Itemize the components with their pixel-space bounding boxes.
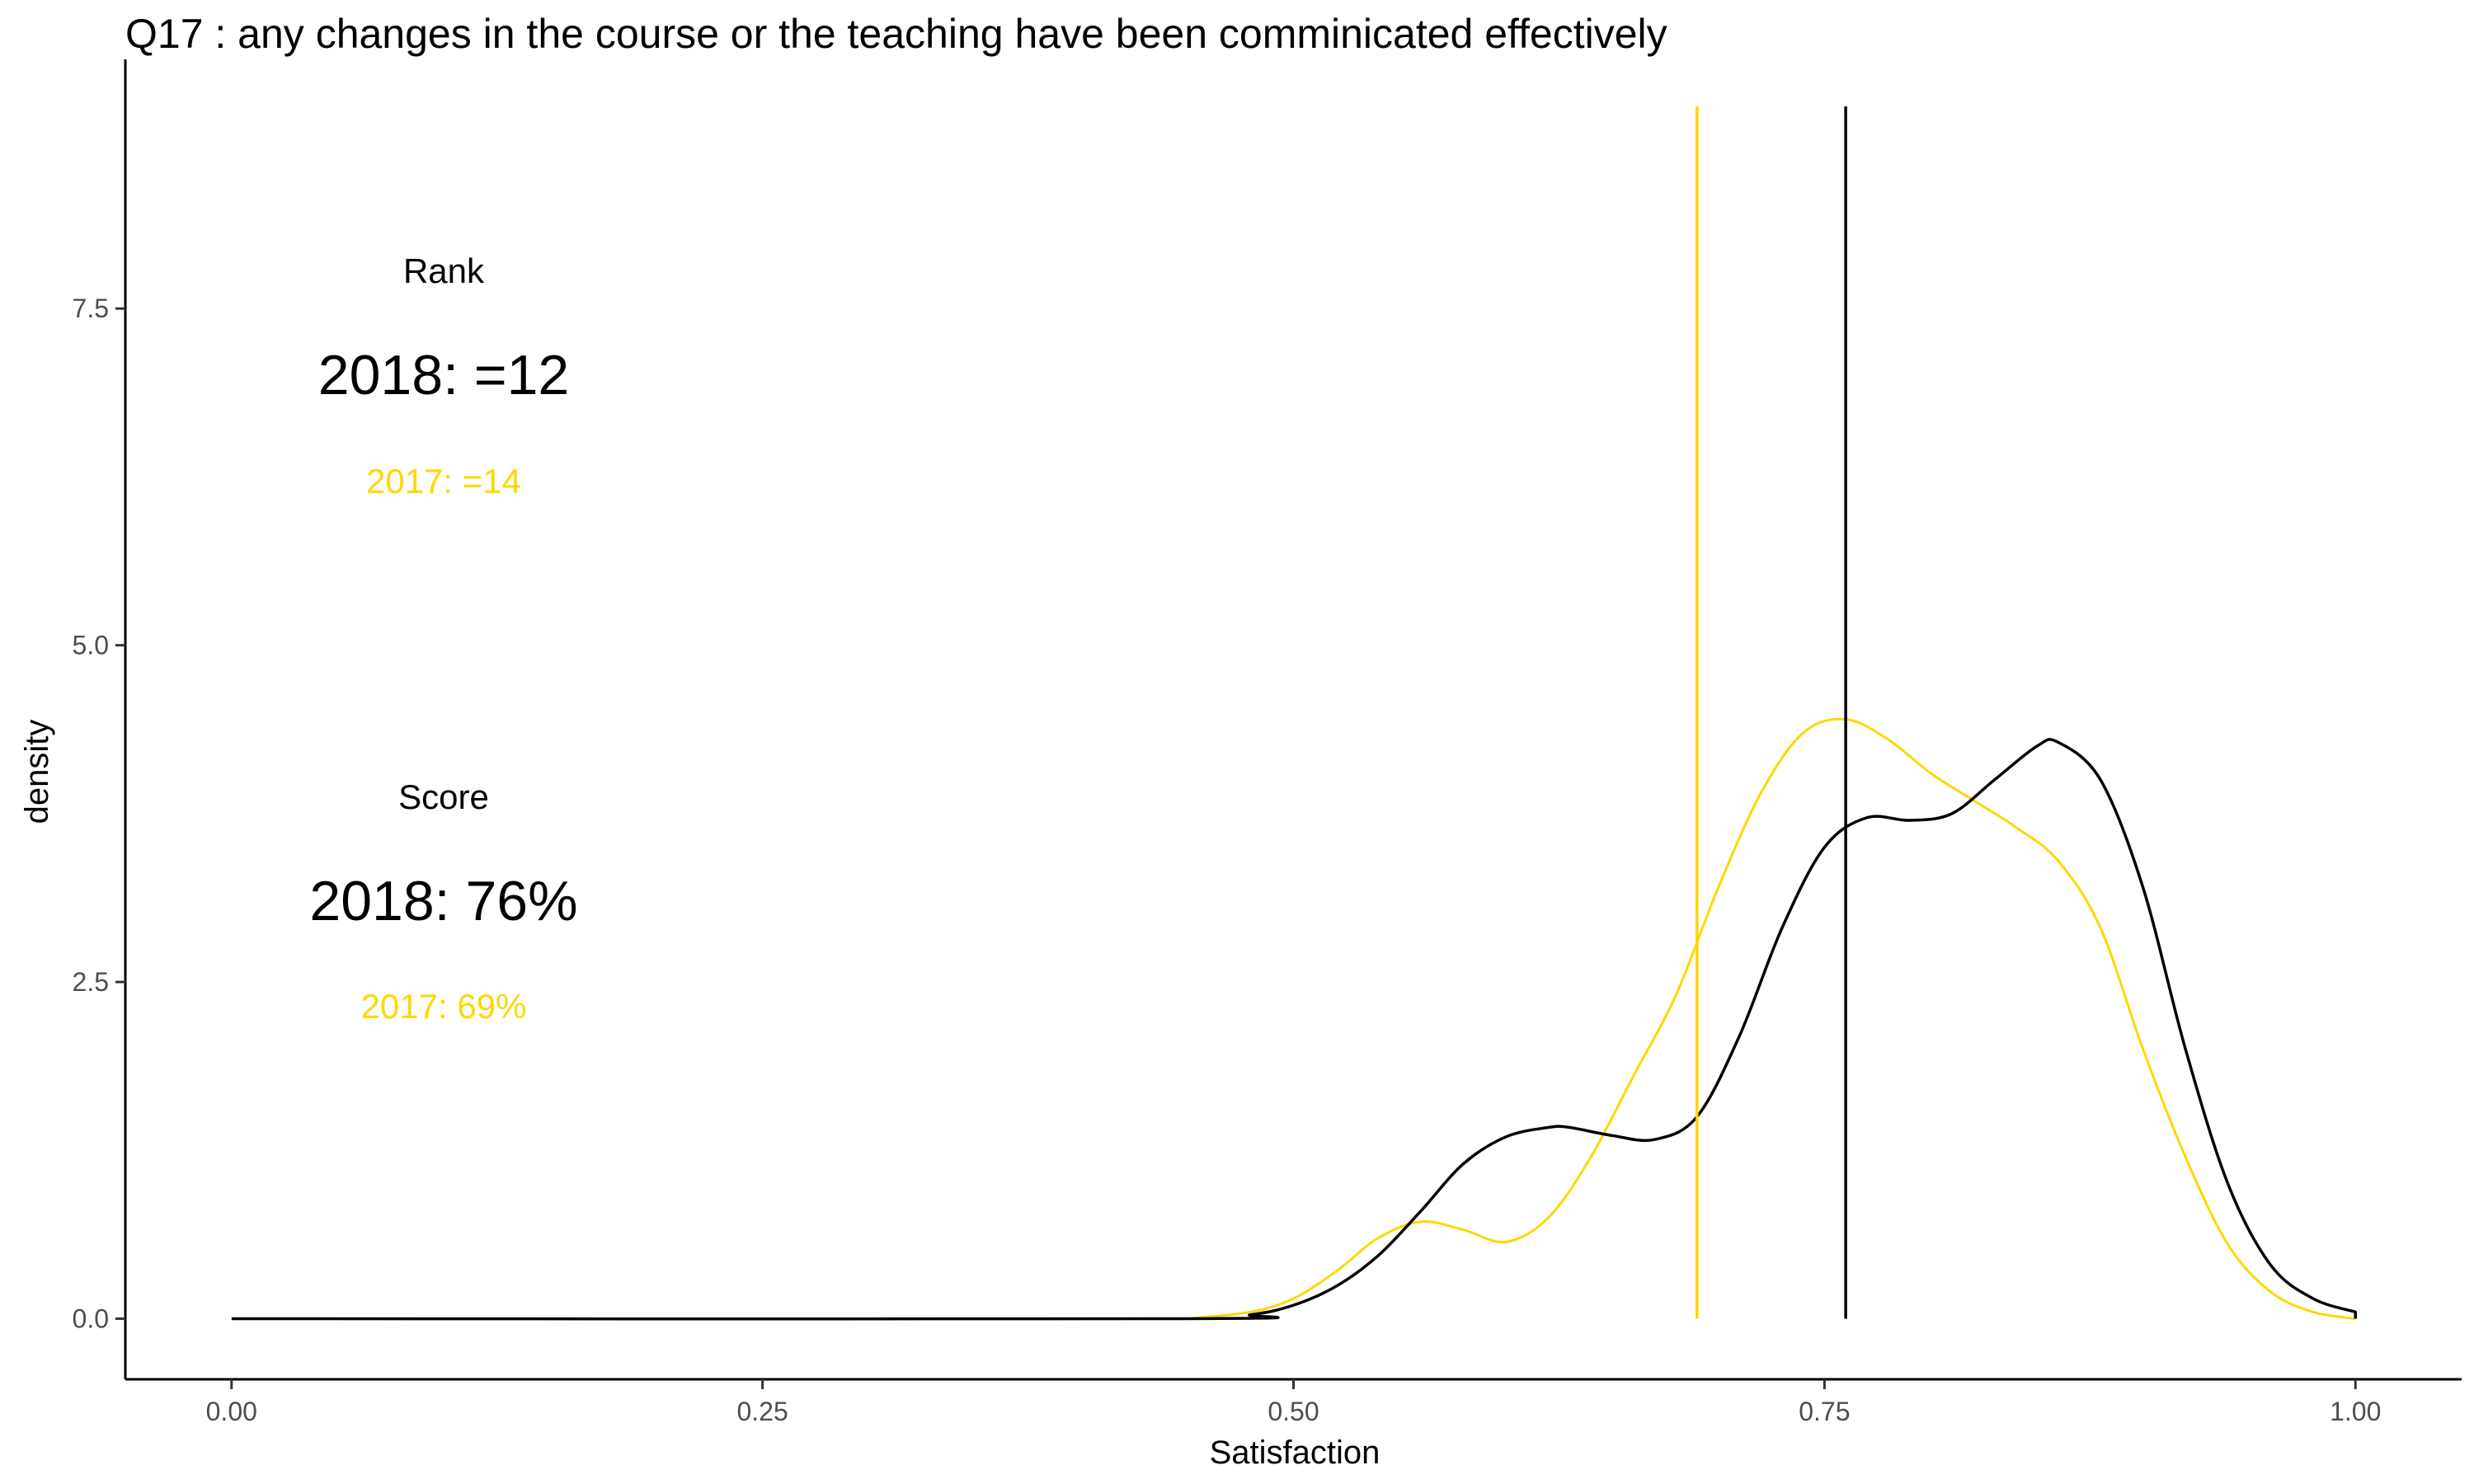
y-axis-title: density (19, 720, 55, 824)
y-tick-label: 0.0 (73, 1303, 109, 1333)
y-tick-label: 2.5 (73, 967, 109, 997)
density-curve-2017 (1187, 717, 2356, 1320)
rank-2018: 2018: =12 (318, 344, 569, 406)
x-tick-label: 0.50 (1268, 1397, 1319, 1426)
y-tick-label: 5.0 (73, 631, 109, 660)
chart-title: Q17 : any changes in the course or the t… (125, 11, 1667, 57)
x-tick-label: 0.75 (1799, 1397, 1850, 1426)
x-tick-label: 1.00 (2330, 1397, 2381, 1426)
x-tick-label: 0.25 (736, 1397, 788, 1426)
density-curve-2018 (231, 738, 2357, 1321)
rank-2017: 2017: =14 (366, 462, 521, 500)
y-tick-label: 7.5 (73, 294, 109, 323)
annotation-panel: Rank 2018: =12 2017: =14 Score 2018: 76%… (309, 251, 577, 1026)
score-2017: 2017: 69% (361, 987, 527, 1026)
score-heading: Score (398, 777, 489, 816)
score-2018: 2018: 76% (309, 870, 577, 932)
plot-area: 0.0 2.5 5.0 7.5 0.00 0.25 0.50 0.75 1.00 (73, 59, 2462, 1426)
rank-heading: Rank (403, 251, 485, 290)
x-tick-label: 0.00 (206, 1397, 257, 1426)
x-axis-title: Satisfaction (1210, 1435, 1380, 1471)
